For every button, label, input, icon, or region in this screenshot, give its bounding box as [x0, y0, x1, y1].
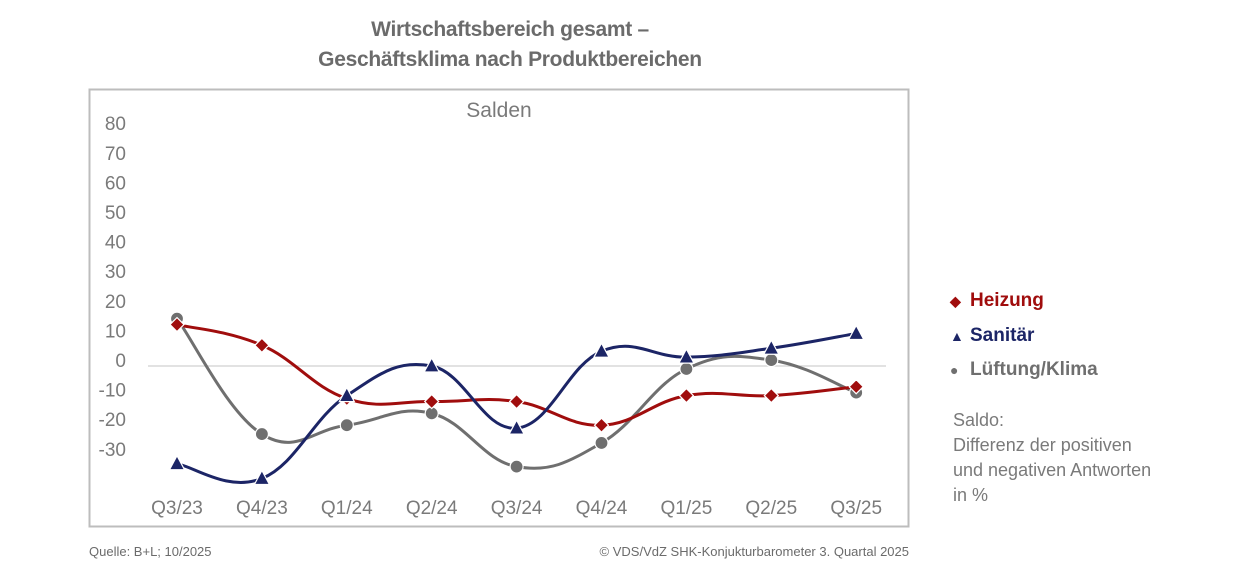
- note-line: in %: [953, 485, 989, 505]
- legend-item: ▲ Sanitär: [950, 325, 1034, 347]
- data-point: [508, 393, 525, 410]
- data-point: [254, 337, 270, 354]
- data-point: [254, 426, 269, 442]
- data-point: [762, 338, 780, 355]
- x-tick-label: Q2/24: [406, 498, 458, 519]
- series-line: [176, 323, 857, 427]
- series-sanit-r: [168, 324, 865, 486]
- copyright-note: © VDS/VdZ SHK-Konjukturbarometer 3. Quar…: [599, 544, 909, 559]
- data-point: [678, 387, 695, 404]
- x-tick-label: Q1/24: [321, 498, 373, 519]
- data-point: [423, 393, 440, 410]
- x-tick-label: Q3/23: [151, 498, 203, 519]
- data-point: [847, 324, 865, 341]
- data-point: [679, 361, 694, 377]
- note-line: und negativen Antworten: [953, 460, 1152, 480]
- x-tick-label: Q3/24: [491, 498, 543, 519]
- x-tick-label: Q4/23: [236, 498, 288, 519]
- triangle-icon: ▲: [950, 328, 964, 344]
- series-heizung: [169, 316, 865, 434]
- legend-label: Sanitär: [970, 325, 1035, 346]
- legend-label: Lüftung/Klima: [970, 359, 1098, 380]
- legend-item: ● Lüftung/Klima: [950, 359, 1098, 381]
- y-tick-label: 50: [105, 203, 126, 224]
- data-point: [339, 418, 354, 433]
- circle-icon: ●: [950, 362, 959, 378]
- data-point: [763, 387, 780, 404]
- note-line: Saldo:: [953, 410, 1005, 430]
- data-point: [509, 459, 524, 474]
- y-tick-label: -30: [99, 440, 126, 461]
- y-tick-label: 80: [105, 114, 126, 135]
- data-point: [253, 469, 271, 486]
- x-tick-label: Q1/25: [661, 498, 713, 519]
- y-tick-label: 0: [115, 351, 126, 372]
- series-line: [175, 317, 857, 470]
- x-tick-label: Q4/24: [576, 498, 628, 519]
- inner-title: Salden: [466, 99, 531, 122]
- x-tick-label: Q3/25: [830, 498, 882, 519]
- data-point: [848, 378, 865, 395]
- x-tick-label: Q2/25: [745, 498, 797, 519]
- data-point: [169, 316, 185, 333]
- diamond-icon: ◆: [950, 292, 961, 309]
- y-tick-label: 60: [105, 173, 126, 194]
- series-l-ftung-klima: [169, 311, 864, 474]
- chart-title: Wirtschaftsbereich gesamt –: [371, 18, 649, 41]
- data-point: [764, 352, 779, 368]
- data-point: [508, 418, 526, 435]
- data-point: [677, 347, 695, 364]
- data-point: [168, 454, 186, 471]
- y-tick-label: 70: [105, 144, 126, 165]
- data-point: [592, 341, 611, 358]
- data-point: [594, 435, 609, 451]
- y-tick-label: 30: [105, 262, 126, 283]
- y-tick-label: -20: [99, 410, 126, 431]
- saldo-note: Saldo: Differenz der positiven und negat…: [953, 408, 1151, 508]
- data-point: [593, 417, 610, 434]
- chart-frame: [88, 88, 910, 528]
- data-point: [423, 356, 441, 373]
- y-tick-label: -10: [99, 381, 126, 402]
- legend-label: Heizung: [970, 290, 1044, 311]
- note-line: Differenz der positiven: [953, 435, 1132, 455]
- y-tick-label: 20: [105, 292, 126, 313]
- y-tick-label: 10: [105, 321, 126, 342]
- source-note: Quelle: B+L; 10/2025: [89, 544, 212, 559]
- legend-item: ◆ Heizung: [950, 290, 1044, 312]
- y-tick-label: 40: [105, 233, 126, 254]
- chart-subtitle: Geschäftsklima nach Produktbereichen: [318, 48, 702, 71]
- data-point: [338, 386, 356, 403]
